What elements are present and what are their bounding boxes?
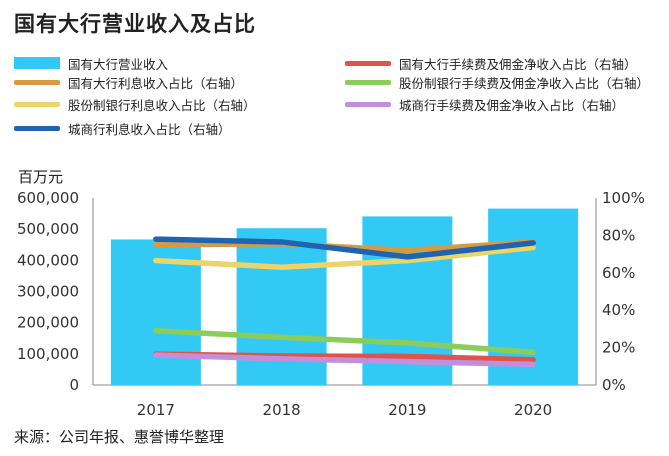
legend-item: 股份制银行手续费及佣金净收入占比（右轴） <box>345 71 649 93</box>
series-line <box>153 352 536 368</box>
legend-item: 城商行利息收入占比（右轴） <box>14 117 231 139</box>
legend-label: 股份制银行利息收入占比（右轴） <box>68 97 256 113</box>
legend-label: 国有大行利息收入占比（右轴） <box>68 75 244 91</box>
bar <box>488 208 579 385</box>
source-note: 来源：公司年报、惠誉博华整理 <box>14 428 225 446</box>
series-line <box>153 244 536 270</box>
legend-label: 城商行手续费及佣金净收入占比（右轴） <box>399 97 625 113</box>
legend-item: 股份制银行利息收入占比（右轴） <box>14 93 256 115</box>
legend-swatch <box>345 101 391 107</box>
x-tick-label: 2020 <box>514 401 552 419</box>
x-tick-label: 2017 <box>137 401 175 419</box>
chart-title: 国有大行营业收入及占比 <box>14 12 256 36</box>
y-tick-label: 100,000 <box>17 345 79 363</box>
x-tick-label: 2018 <box>263 401 301 419</box>
legend-item: 国有大行营业收入 <box>14 52 168 74</box>
legend: 国有大行营业收入 国有大行手续费及佣金净收入占比（右轴） 国有大行利息收入占比（… <box>0 0 669 150</box>
y2-tick-label: 100% <box>602 189 645 207</box>
y-tick-label: 600,000 <box>17 189 79 207</box>
y2-tick-label: 80% <box>602 226 635 244</box>
legend-swatch <box>14 101 60 107</box>
y-axis-unit-label: 百万元 <box>18 168 64 186</box>
legend-label: 城商行利息收入占比（右轴） <box>68 121 231 137</box>
legend-swatch <box>345 79 391 85</box>
y-tick-label: 400,000 <box>17 251 79 269</box>
legend-swatch <box>14 79 60 85</box>
series-line <box>153 328 536 356</box>
legend-label: 国有大行营业收入 <box>68 56 169 72</box>
x-tick-label: 2019 <box>388 401 426 419</box>
y-tick-label: 500,000 <box>17 220 79 238</box>
series-line <box>153 236 536 260</box>
legend-swatch <box>14 57 60 69</box>
legend-label: 国有大行手续费及佣金净收入占比（右轴） <box>399 56 637 72</box>
legend-item: 国有大行手续费及佣金净收入占比（右轴） <box>345 52 637 74</box>
y2-tick-label: 60% <box>602 264 635 282</box>
legend-label: 股份制银行手续费及佣金净收入占比（右轴） <box>399 75 650 91</box>
y-tick-label: 200,000 <box>17 314 79 332</box>
y2-tick-label: 40% <box>602 301 635 319</box>
legend-swatch <box>14 125 60 131</box>
legend-item: 国有大行利息收入占比（右轴） <box>14 71 243 93</box>
y2-tick-label: 20% <box>602 339 635 357</box>
y-tick-label: 0 <box>69 376 79 394</box>
y2-tick-label: 0% <box>602 376 626 394</box>
y-tick-label: 300,000 <box>17 283 79 301</box>
legend-swatch <box>345 60 391 66</box>
legend-item: 城商行手续费及佣金净收入占比（右轴） <box>345 93 624 115</box>
